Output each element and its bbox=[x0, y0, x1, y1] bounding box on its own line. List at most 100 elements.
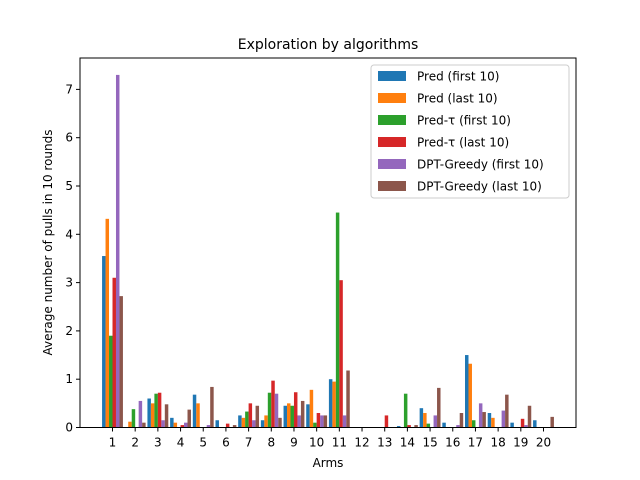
legend-swatch bbox=[378, 115, 406, 125]
bar bbox=[170, 417, 174, 428]
legend-swatch bbox=[378, 71, 406, 81]
legend-frame bbox=[370, 64, 570, 199]
bar bbox=[138, 400, 143, 428]
bar bbox=[187, 409, 191, 428]
bar bbox=[184, 422, 188, 428]
bar bbox=[524, 425, 528, 428]
bar bbox=[241, 417, 246, 428]
bar bbox=[332, 381, 336, 428]
legend-label: DPT-Greedy (first 10) bbox=[417, 158, 544, 172]
series-4 bbox=[115, 74, 528, 428]
bar bbox=[419, 408, 424, 428]
x-tick-label: 18 bbox=[490, 436, 505, 450]
bar bbox=[478, 403, 483, 428]
y-tick-label: 4 bbox=[65, 227, 73, 241]
bar bbox=[102, 256, 106, 428]
bar bbox=[482, 412, 486, 428]
bar bbox=[510, 422, 514, 428]
bar bbox=[335, 212, 340, 428]
x-tick-label: 8 bbox=[267, 436, 275, 450]
y-tick-label: 0 bbox=[65, 421, 73, 435]
bar bbox=[426, 423, 431, 428]
y-axis: 0 1 2 3 4 5 6 7 bbox=[65, 82, 80, 435]
x-tick-label: 15 bbox=[422, 436, 437, 450]
bar bbox=[550, 416, 554, 428]
bar bbox=[520, 418, 525, 428]
x-tick-label: 14 bbox=[400, 436, 415, 450]
bar bbox=[173, 422, 178, 428]
bar bbox=[192, 394, 197, 428]
bar bbox=[396, 426, 401, 428]
bar bbox=[437, 387, 441, 428]
bar bbox=[248, 403, 253, 428]
legend-label: DPT-Greedy (last 10) bbox=[417, 180, 542, 194]
bar bbox=[278, 417, 282, 428]
legend-swatch bbox=[378, 93, 406, 103]
x-tick-label: 12 bbox=[354, 436, 369, 450]
bar bbox=[180, 425, 185, 428]
bar bbox=[313, 422, 317, 428]
legend: Pred (first 10) Pred (last 10) Pred-τ (fir… bbox=[370, 64, 570, 199]
bar bbox=[260, 420, 265, 428]
legend-label: Pred-τ (last 10) bbox=[417, 136, 509, 150]
bar bbox=[238, 415, 242, 428]
x-tick-label: 4 bbox=[177, 436, 185, 450]
bar bbox=[154, 393, 158, 428]
bar bbox=[433, 415, 438, 428]
bar bbox=[119, 296, 123, 428]
series-0 bbox=[102, 256, 537, 428]
series-3 bbox=[112, 277, 525, 428]
y-tick-label: 5 bbox=[65, 179, 73, 193]
bar bbox=[206, 425, 211, 428]
bar bbox=[456, 425, 460, 428]
bar bbox=[196, 403, 200, 428]
legend-swatch bbox=[378, 137, 406, 147]
legend-swatch bbox=[378, 159, 406, 169]
bar bbox=[407, 425, 411, 428]
legend-label: Pred-τ (first 10) bbox=[417, 114, 511, 128]
x-tick-label: 10 bbox=[309, 436, 324, 450]
bar bbox=[342, 415, 347, 428]
bar bbox=[501, 410, 506, 428]
bar bbox=[264, 415, 268, 428]
legend-label: Pred (first 10) bbox=[417, 70, 499, 84]
x-tick-label: 16 bbox=[445, 436, 460, 450]
bar bbox=[300, 400, 305, 428]
bar bbox=[287, 403, 291, 428]
bar bbox=[215, 420, 219, 428]
bar bbox=[115, 74, 120, 428]
bar bbox=[267, 392, 272, 428]
bar bbox=[459, 413, 464, 428]
bar bbox=[468, 363, 472, 428]
bar bbox=[487, 413, 492, 428]
bar bbox=[414, 425, 418, 428]
bar bbox=[274, 393, 279, 428]
series-5 bbox=[119, 296, 554, 428]
chart-title: Exploration by algorithms bbox=[238, 37, 419, 53]
x-tick-label: 1 bbox=[109, 436, 117, 450]
x-tick-label: 20 bbox=[536, 436, 551, 450]
bar bbox=[465, 355, 469, 428]
bar bbox=[297, 415, 301, 428]
bar bbox=[150, 403, 155, 428]
x-tick-label: 2 bbox=[131, 436, 139, 450]
y-tick-label: 3 bbox=[65, 276, 73, 290]
bar bbox=[131, 409, 136, 428]
bar bbox=[471, 420, 476, 428]
bar bbox=[157, 392, 162, 428]
x-tick-label: 5 bbox=[199, 436, 207, 450]
bar bbox=[255, 405, 260, 428]
bar bbox=[225, 423, 230, 428]
y-tick-label: 6 bbox=[65, 131, 73, 145]
y-tick-label: 1 bbox=[65, 372, 73, 386]
y-tick-label: 2 bbox=[65, 324, 73, 338]
bars-layer bbox=[102, 74, 554, 428]
bar bbox=[403, 393, 408, 428]
legend-swatch bbox=[378, 181, 406, 191]
bar bbox=[384, 415, 389, 428]
bar bbox=[161, 420, 165, 428]
legend-label: Pred (last 10) bbox=[417, 92, 498, 106]
y-axis-title: Average number of pulls in 10 rounds bbox=[41, 129, 55, 355]
x-axis-title: Arms bbox=[313, 456, 344, 470]
bar bbox=[252, 420, 256, 428]
